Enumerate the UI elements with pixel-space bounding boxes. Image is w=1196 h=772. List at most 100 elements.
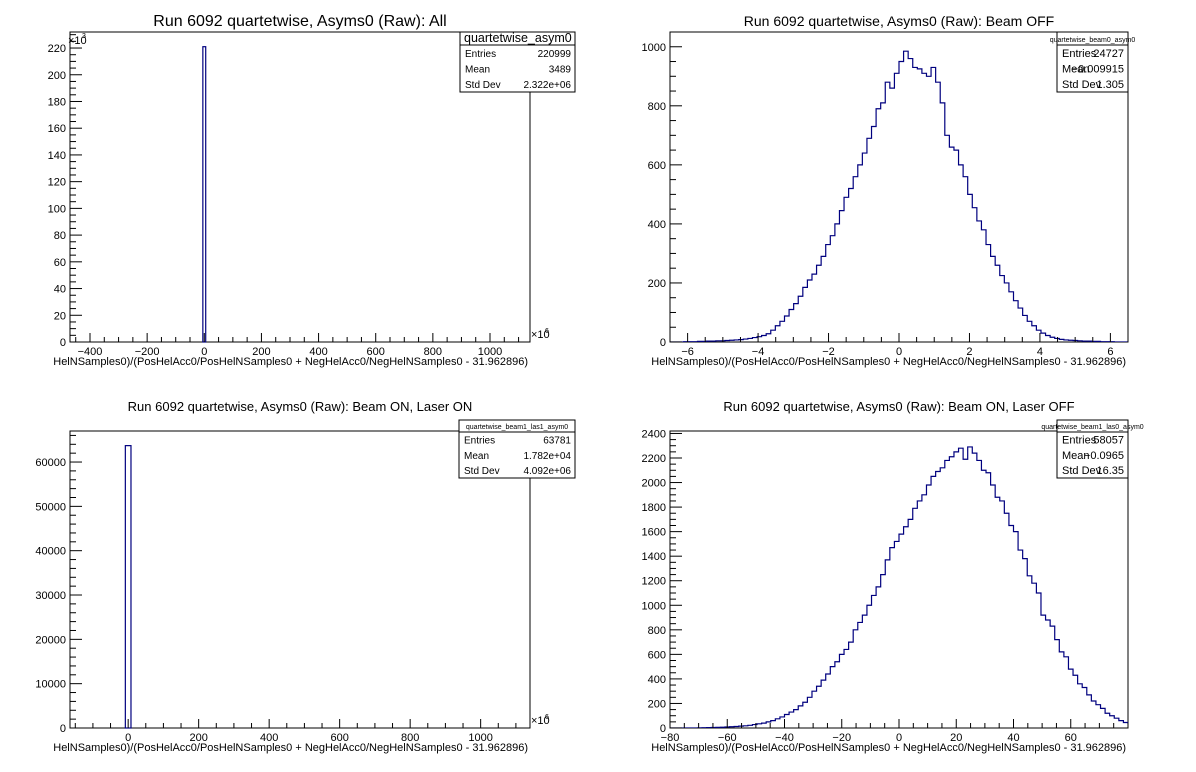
x-tick-label: 0 [896, 346, 902, 358]
stats-row-value: 2.322e+06 [523, 80, 571, 91]
x-tick-label: 1000 [468, 732, 492, 744]
stats-name: quartetwise_beam1_las0_asym0 [1041, 424, 1143, 431]
y-tick-label: 1600 [642, 527, 666, 539]
y-tick-label: 2200 [642, 453, 666, 465]
x-multiplier-exponent: 6 [545, 714, 549, 721]
y-tick-label: 1000 [642, 600, 666, 612]
x-multiplier-exponent: 6 [545, 328, 549, 335]
y-tick-label: 80 [54, 230, 66, 242]
y-tick-label: 120 [48, 177, 66, 189]
x-tick-label: 400 [260, 732, 278, 744]
y-tick-label: 1000 [642, 42, 666, 54]
histogram-line [670, 50, 1128, 342]
histogram-bar [124, 445, 132, 729]
stats-frame [1056, 31, 1129, 93]
stats-row-value: 220999 [538, 49, 572, 60]
y-tick-label: 200 [648, 698, 666, 710]
y-tick-label: 140 [48, 150, 66, 162]
x-tick-label: 60 [1065, 732, 1077, 744]
y-multiplier-label: ×10 [68, 35, 87, 47]
y-tick-label: 600 [648, 160, 666, 172]
stats-row-value: 1.305 [1096, 79, 1124, 91]
x-tick-label: 2 [966, 346, 972, 358]
plot-frame [69, 31, 531, 343]
y-tick-label: 160 [48, 123, 66, 135]
y-tick-label: 2000 [642, 478, 666, 490]
x-tick-label: −80 [661, 732, 680, 744]
x-axis-label: HelNSamples0)/(PosHelAcc0/PosHelNSamples… [651, 742, 1126, 754]
stats-box: quartetwise_beam1_las0_asym0 Entries58057… [1041, 419, 1144, 479]
x-tick-label: −60 [718, 732, 737, 744]
y-multiplier-exponent: 3 [82, 33, 86, 40]
x-tick-label: −6 [681, 346, 694, 358]
histogram-bar [202, 46, 207, 343]
stats-row-label: Entries [1062, 435, 1097, 447]
x-tick-label: 600 [330, 732, 348, 744]
x-tick-label: −4 [752, 346, 765, 358]
stats-row-value: 3489 [549, 64, 572, 75]
x-axis-label: HelNSamples0)/(PosHelAcc0/PosHelNSamples… [53, 356, 528, 368]
stats-frame [1056, 419, 1129, 479]
y-tick-label: 220 [48, 43, 66, 55]
stats-row-value: 24727 [1093, 48, 1124, 60]
plot-frame [69, 430, 531, 729]
x-tick-label: 1000 [478, 346, 502, 358]
histogram-panel-4: Run 6092 quartetwise, Asyms0 (Raw): Beam… [642, 399, 1144, 754]
stats-row-value: −0.009915 [1072, 63, 1124, 75]
stats-name: quartetwise_beam0_asym0 [1050, 37, 1136, 44]
y-tick-label: 400 [648, 219, 666, 231]
y-tick-label: 40000 [35, 546, 66, 558]
y-tick-label: 20 [54, 310, 66, 322]
stats-row-value: 1.782e+04 [523, 451, 571, 462]
y-tick-label: 800 [648, 625, 666, 637]
x-tick-label: 200 [252, 346, 270, 358]
stats-row-label: Std Dev [465, 80, 501, 91]
x-tick-label: 40 [1007, 732, 1019, 744]
panel-title: Run 6092 quartetwise, Asyms0 (Raw): Beam… [723, 399, 1074, 414]
y-tick-label: 400 [648, 674, 666, 686]
y-tick-label: 20000 [35, 634, 66, 646]
stats-row-label: Mean [1062, 450, 1090, 462]
x-tick-label: 600 [367, 346, 385, 358]
stats-row-value: 58057 [1093, 435, 1124, 447]
x-tick-label: 200 [189, 732, 207, 744]
stats-box: quartetwise_beam1_las1_asym0 Entries 63781… [458, 419, 576, 479]
y-tick-label: 1800 [642, 502, 666, 514]
stats-row-label: Mean [1062, 63, 1090, 75]
x-tick-label: −20 [832, 732, 851, 744]
y-tick-label: 60 [54, 257, 66, 269]
panel-title: Run 6092 quartetwise, Asyms0 (Raw): Beam… [128, 399, 473, 414]
stats-box: quartetwise_beam0_asym0 Entries24727Mean−… [1050, 31, 1136, 93]
stats-row-label: Entries [1062, 48, 1097, 60]
histogram-line [670, 446, 1128, 728]
stats-row-value: 16.35 [1096, 465, 1124, 477]
stats-row-label: Entries [465, 49, 496, 60]
y-tick-label: 0 [60, 337, 66, 349]
y-tick-label: 800 [648, 101, 666, 113]
x-tick-label: −40 [775, 732, 794, 744]
y-tick-label: 50000 [35, 501, 66, 513]
x-tick-label: 20 [950, 732, 962, 744]
stats-row-value: 63781 [543, 436, 571, 447]
x-multiplier-label: ×10 [531, 329, 550, 341]
x-tick-label: 800 [424, 346, 442, 358]
y-tick-label: 30000 [35, 590, 66, 602]
x-tick-label: 4 [1037, 346, 1043, 358]
x-axis-label: HelNSamples0)/(PosHelAcc0/PosHelNSamples… [53, 742, 528, 754]
histogram-panel-2: Run 6092 quartetwise, Asyms0 (Raw): Beam… [642, 13, 1136, 368]
stats-row-value: 4.092e+06 [523, 466, 571, 477]
stats-name: quartetwise_asym0 [464, 31, 572, 45]
y-tick-label: 10000 [35, 679, 66, 691]
x-tick-label: −2 [822, 346, 835, 358]
stats-row-value: −0.0965 [1084, 450, 1124, 462]
panel-title: Run 6092 quartetwise, Asyms0 (Raw): All [153, 13, 446, 30]
stats-row-label: Entries [464, 436, 495, 447]
x-axis-label: HelNSamples0)/(PosHelAcc0/PosHelNSamples… [651, 356, 1126, 368]
y-tick-label: 0 [660, 337, 666, 349]
panel-title: Run 6092 quartetwise, Asyms0 (Raw): Beam… [744, 13, 1054, 29]
stats-row-label: Mean [464, 451, 489, 462]
x-tick-label: 800 [401, 732, 419, 744]
stats-row-label: Std Dev [464, 466, 500, 477]
y-tick-label: 0 [660, 723, 666, 735]
stats-name: quartetwise_beam1_las1_asym0 [466, 424, 568, 431]
